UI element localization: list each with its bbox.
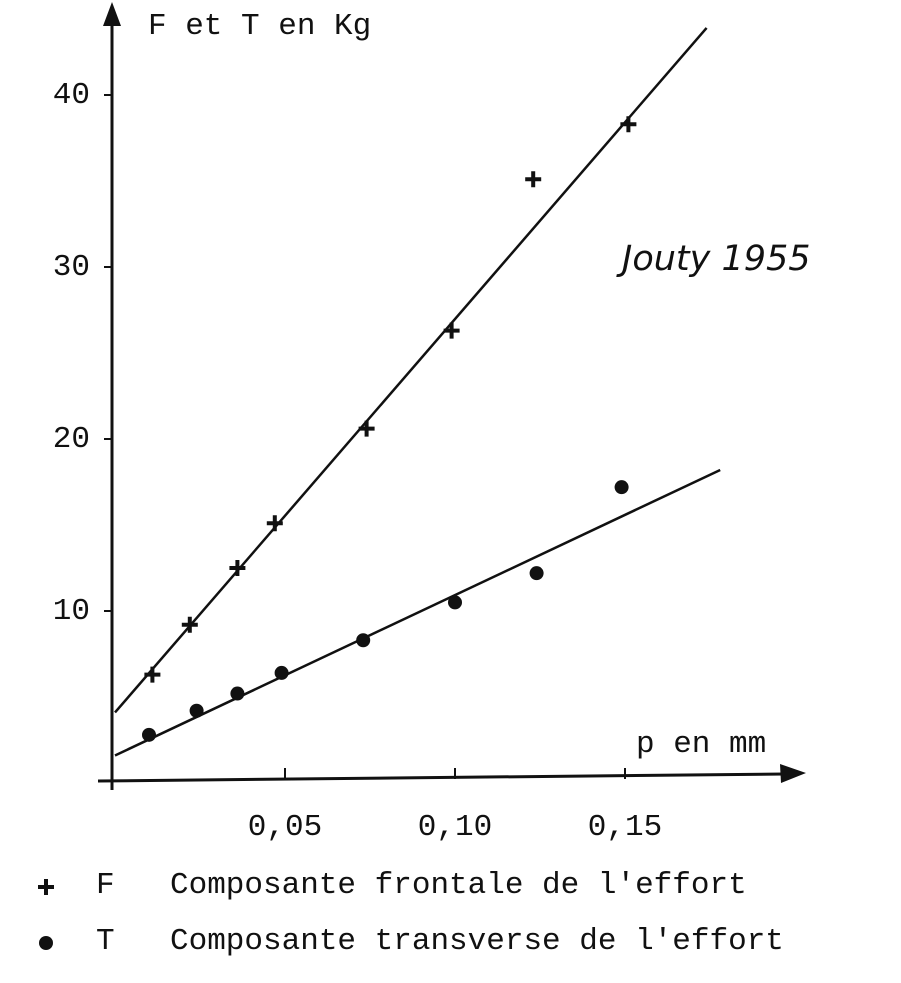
point [448, 595, 462, 610]
point [358, 420, 375, 437]
legend-marker [38, 879, 54, 895]
point [266, 515, 283, 532]
point [142, 727, 156, 742]
legend-name: T [96, 924, 115, 959]
fit-line [114, 27, 708, 714]
y-tick-label: 10 [53, 594, 90, 629]
y-tick-label: 40 [53, 78, 90, 113]
fit-line [114, 468, 721, 757]
legend-marker [39, 936, 53, 950]
point [620, 116, 637, 133]
legend-name: F [96, 868, 115, 903]
point [230, 686, 245, 701]
point [274, 665, 289, 680]
point [525, 171, 542, 188]
point [189, 703, 204, 718]
y-axis-arrow [103, 2, 121, 26]
point [356, 633, 371, 648]
point [229, 560, 246, 576]
x-axis-arrow [780, 764, 806, 783]
x-axis-label: p en mm [636, 727, 766, 762]
x-tick-label: 0,10 [418, 810, 492, 845]
y-axis-label: F et T en Kg [148, 9, 371, 44]
x-axis [97, 772, 786, 783]
legend-label: Composante frontale de l'effort [170, 868, 747, 903]
annotation: Jouty 1955 [616, 239, 811, 279]
point [181, 616, 198, 633]
legend-label: Composante transverse de l'effort [170, 924, 784, 959]
y-tick-label: 30 [53, 250, 90, 285]
y-tick-label: 20 [53, 422, 90, 457]
x-tick-label: 0,15 [588, 810, 662, 845]
point [144, 666, 161, 683]
x-tick-label: 0,05 [248, 810, 322, 845]
point [529, 566, 544, 581]
point [614, 480, 629, 495]
point [443, 322, 460, 339]
